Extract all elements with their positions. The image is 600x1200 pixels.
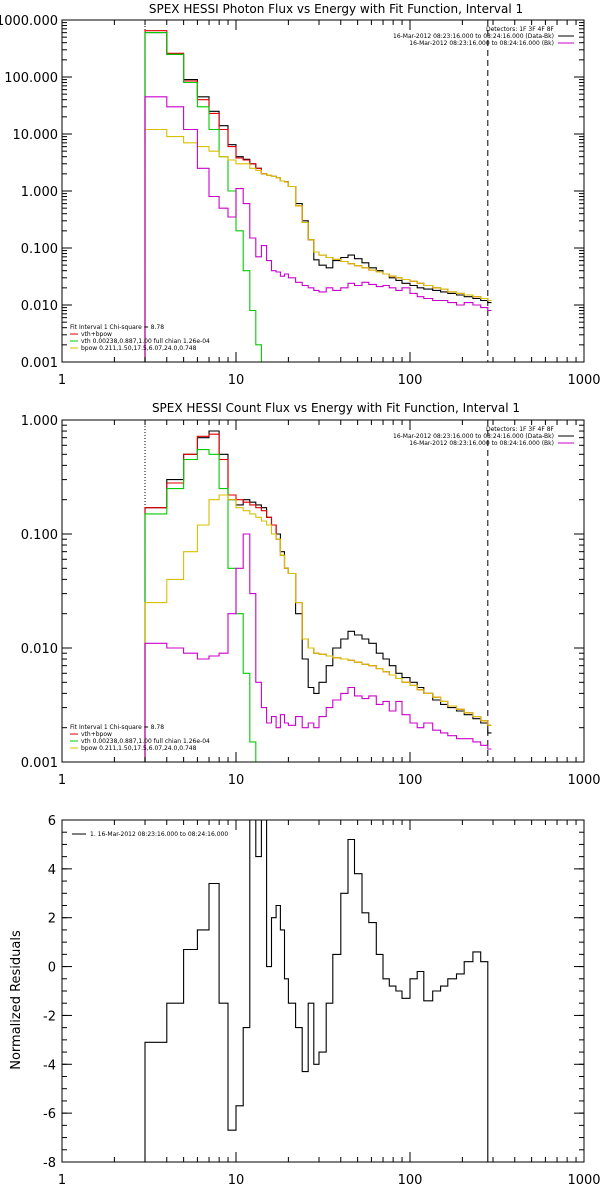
plot-frame <box>61 819 585 1163</box>
photon-flux-panel: SPEX HESSI Photon Flux vs Energy with Fi… <box>0 2 600 388</box>
series-bpow-line <box>144 494 492 762</box>
plot-frame <box>61 419 585 763</box>
plot-frame <box>61 19 585 363</box>
y-tick-label: 0.010 <box>21 642 58 657</box>
legend-fit-text: vth 0.00238,0.887,1.00 full chian 1.26e-… <box>81 738 210 745</box>
series-data-line <box>144 32 492 362</box>
panel-title: SPEX HESSI Photon Flux vs Energy with Fi… <box>149 2 523 16</box>
series-bkg-line <box>144 533 492 762</box>
legend-header-text: 16-Mar-2012 08:23:16.000 to 08:24:16.000… <box>409 40 554 47</box>
series-total-line <box>144 433 492 762</box>
legend-text: 1. 16-Mar-2012 08:23:16.000 to 08:24:16.… <box>90 831 228 838</box>
series-vth-line <box>144 32 266 362</box>
y-tick-label: 0.010 <box>21 299 58 314</box>
legend-header-text: Detectors: 1F 3F 4F 8F <box>486 26 555 33</box>
y-tick-label: -8 <box>43 1156 56 1171</box>
y-tick-label: -4 <box>43 1058 56 1073</box>
series-data-line <box>144 820 492 1162</box>
x-tick-label: 1 <box>58 773 66 788</box>
legend-header-text: 16-Mar-2012 08:23:16.000 to 08:24:16.000… <box>409 440 554 447</box>
series-bkg-line <box>144 96 492 362</box>
legend-header-text: Detectors: 1F 3F 4F 8F <box>486 426 555 433</box>
y-tick-label: 1000.000 <box>0 14 58 29</box>
legend-fit-text: bpow 0.211,1.50,17.5,6.07,24.0,0.748 <box>81 745 197 752</box>
y-tick-label: 0.001 <box>21 756 58 771</box>
x-tick-label: 1000 <box>567 1173 600 1188</box>
x-tick-label: 1000 <box>567 373 600 388</box>
series-data-line <box>144 430 492 762</box>
x-tick-label: 100 <box>398 373 423 388</box>
residuals-panel: Normalized Residuals 1 10 100 1000 -8 -6 -4 -2 0… <box>9 814 600 1188</box>
y-tick-label: 0.100 <box>21 242 58 257</box>
y-axis-label: Normalized Residuals <box>9 930 24 1070</box>
y-tick-label: 0 <box>48 961 56 976</box>
legend-header-text: 16-Mar-2012 08:23:16.000 to 08:24:16.000… <box>393 33 554 40</box>
legend-fit-text: bpow 0.211,1.50,17.5,6.07,24.0,0.748 <box>81 345 197 352</box>
legend-fit-text: vth 0.00238,0.887,1.00 full chian 1.26e-… <box>81 338 210 345</box>
x-tick-label: 10 <box>228 1173 245 1188</box>
x-tick-label: 100 <box>398 1173 423 1188</box>
legend-fit-text: Fit Interval 1 Chi-square = 8.78 <box>70 724 164 731</box>
x-tick-label: 10 <box>228 373 245 388</box>
series-bpow-line <box>144 128 492 362</box>
y-tick-label: 1.000 <box>21 414 58 429</box>
series-vth-line <box>144 449 260 762</box>
legend-fit-text: Fit Interval 1 Chi-square = 8.78 <box>70 324 164 331</box>
panel-title: SPEX HESSI Count Flux vs Energy with Fit… <box>152 401 520 415</box>
y-tick-label: 1.000 <box>21 185 58 200</box>
legend-fit-text: vth+bpow <box>81 331 112 338</box>
y-tick-label: 6 <box>48 814 56 829</box>
legend-header-text: 16-Mar-2012 08:23:16.000 to 08:24:16.000… <box>393 433 554 440</box>
y-tick-label: 10.000 <box>13 128 59 143</box>
x-tick-label: 1 <box>58 1173 66 1188</box>
x-tick-label: 100 <box>398 773 423 788</box>
y-tick-label: 0.100 <box>21 528 58 543</box>
legend-fit-text: vth+bpow <box>81 731 112 738</box>
y-tick-label: 4 <box>48 863 56 878</box>
y-tick-label: 100.000 <box>4 71 58 86</box>
y-tick-label: -6 <box>43 1107 56 1122</box>
count-flux-panel: SPEX HESSI Count Flux vs Energy with Fit… <box>21 401 600 788</box>
y-tick-label: 0.001 <box>21 356 58 371</box>
y-tick-label: -2 <box>43 1009 56 1024</box>
x-tick-label: 1000 <box>567 773 600 788</box>
x-tick-label: 1 <box>58 373 66 388</box>
x-tick-label: 10 <box>228 773 245 788</box>
y-tick-label: 2 <box>48 912 56 927</box>
